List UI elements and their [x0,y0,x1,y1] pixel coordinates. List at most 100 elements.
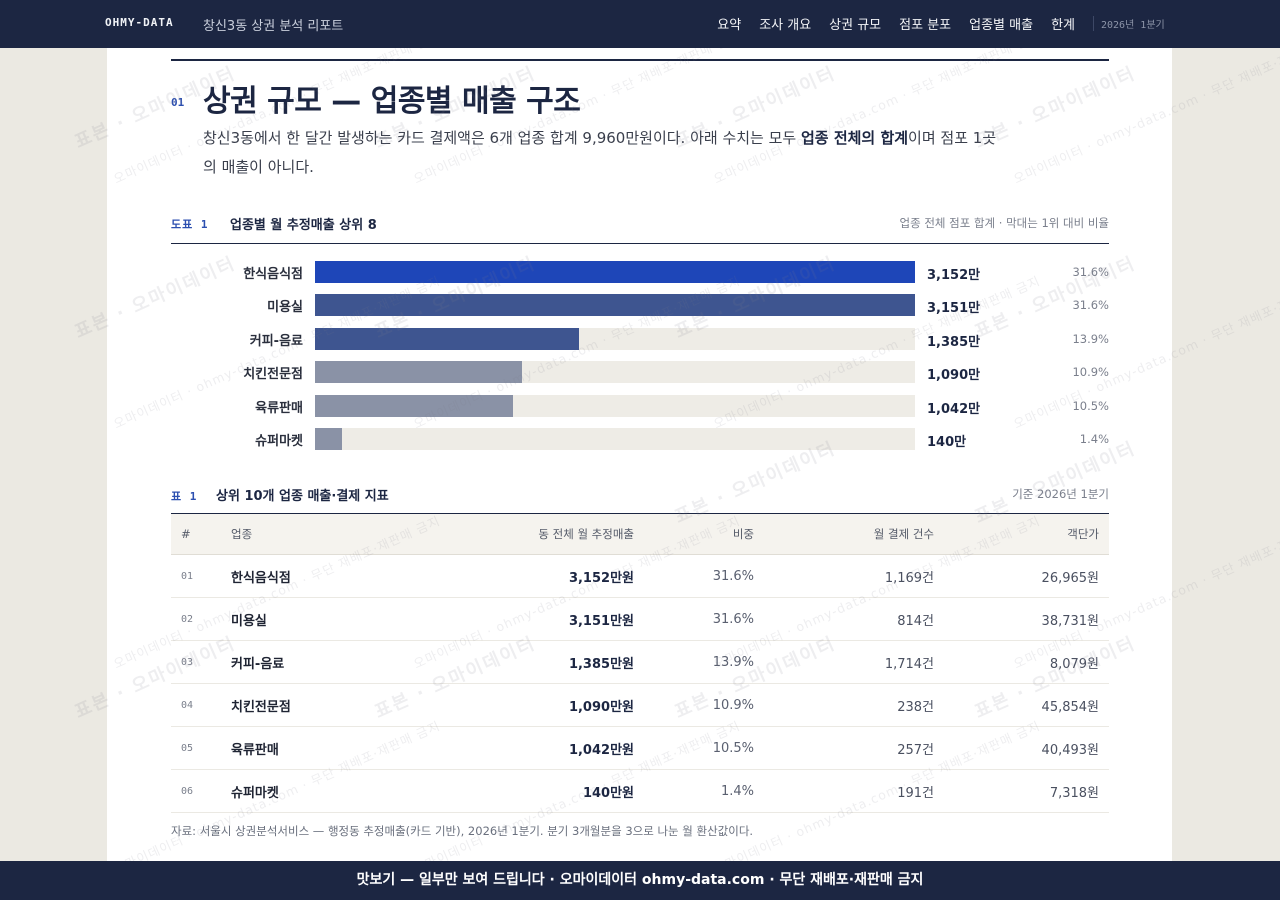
cell-avg-ticket: 45,854원 [944,683,1109,727]
nav-links: 요약 조사 개요 상권 규모 점포 분포 업종별 매출 한계 [717,14,1075,33]
bar-row: 슈퍼마켓 140만 1.4% [171,427,1109,451]
cell-transactions: 814건 [764,597,944,641]
bar-share-label: 31.6% [1072,298,1109,313]
section-top-divider [171,59,1109,61]
cell-industry: 미용실 [221,597,401,641]
bar-share-label: 10.5% [1072,398,1109,413]
nav-link-summary[interactable]: 요약 [717,18,742,33]
cell-rank: 03 [171,640,221,684]
bar-category-label: 한식음식점 [243,267,303,282]
cell-avg-ticket: 26,965원 [944,554,1109,598]
cell-industry: 커피-음료 [221,640,401,684]
cell-share: 1.4% [644,769,764,813]
bar-share-label: 1.4% [1079,432,1109,446]
cell-monthly-sales: 1,090만원 [401,683,644,727]
bar-row: 커피-음료 1,385만 13.9% [171,327,1109,351]
bar-category-label: 슈퍼마켓 [255,434,303,449]
cell-avg-ticket: 8,079원 [944,640,1109,684]
cell-transactions: 1,169건 [764,554,944,598]
cell-rank: 06 [171,769,221,813]
nav-link-overview[interactable]: 조사 개요 [759,18,812,33]
top-navigation-bar: OHMY-DATA 창신3동 상권 분석 리포트 요약 조사 개요 상권 규모 … [0,0,1280,48]
nav-link-sales-by-industry[interactable]: 업종별 매출 [969,18,1034,33]
bar-value-label: 1,385만 [927,334,981,350]
bar-track [315,261,915,283]
cell-rank: 05 [171,726,221,770]
cell-rank: 01 [171,554,221,598]
bar-row: 미용실 3,151만 31.6% [171,293,1109,317]
bar-value-label: 140만 [927,435,967,450]
bar-share-label: 13.9% [1072,331,1109,346]
table-note: 기준 2026년 1분기 [1012,487,1109,501]
section-title: 상권 규모 — 업종별 매출 구조 [203,84,581,119]
cell-industry: 치킨전문점 [221,683,401,727]
nav-link-market-size[interactable]: 상권 규모 [829,18,882,33]
table-row: 04 치킨전문점 1,090만원 10.9% 238건 45,854원 [171,683,1109,727]
sales-bar-chart: 한식음식점 3,152만 31.6% 미용실 3,151만 31.6% 커피-음료 1,385… [171,255,1109,455]
figure-note: 업종 전체 점포 합계 · 막대는 1위 대비 비율 [899,216,1110,230]
section-description: 창신3동에서 한 달간 발생하는 카드 결제액은 6개 업종 합계 9,960만… [203,124,1003,182]
bar-value-label: 1,090만 [927,368,981,384]
figure-tag: 도표 1 [171,218,209,231]
bar-track [315,394,915,417]
bar [315,428,342,450]
cell-share: 13.9% [644,640,764,684]
section-description-emphasis: 업종 전체의 합계 [801,129,909,147]
cell-industry: 육류판매 [221,726,401,770]
col-header-monthly-sales: 동 전체 월 추정매출 [401,514,644,555]
report-period: 2026년 1분기 [1093,16,1165,31]
bar-category-label: 육류판매 [255,400,303,416]
table-header: 표 1 상위 10개 업종 매출·결제 지표 기준 2026년 1분기 [171,484,1109,514]
cell-transactions: 238건 [764,683,944,727]
bar-category-label: 미용실 [267,300,303,316]
bar-value-label: 3,152만 [927,268,981,283]
bar-value-label: 1,042만 [927,401,981,417]
table-row: 02 미용실 3,151만원 31.6% 814건 38,731원 [171,597,1109,641]
bar [315,361,522,384]
bar-share-label: 10.9% [1072,365,1109,380]
cell-share: 31.6% [644,597,764,641]
section-number: 01 [171,96,185,109]
table-header-row: # 업종 동 전체 월 추정매출 비중 월 결제 건수 객단가 [171,514,1109,555]
source-note: 자료: 서울시 상권분석서비스 — 행정동 추정매출(카드 기반), 2026년… [171,824,754,838]
section-description-text: 창신3동에서 한 달간 발생하는 카드 결제액은 6개 업종 합계 9,960만… [203,129,801,147]
cell-transactions: 191건 [764,769,944,813]
col-header-share: 비중 [644,514,764,555]
brand-logo[interactable]: OHMY-DATA [105,16,174,29]
bar-row: 치킨전문점 1,090만 10.9% [171,360,1109,384]
cell-transactions: 1,714건 [764,640,944,684]
cell-avg-ticket: 40,493원 [944,726,1109,770]
bar [315,294,915,317]
col-header-transactions: 월 결제 건수 [764,514,944,555]
cell-industry: 슈퍼마켓 [221,769,401,813]
table-tag: 표 1 [171,490,198,503]
bar-track [315,327,915,350]
table-row: 05 육류판매 1,042만원 10.5% 257건 40,493원 [171,726,1109,770]
col-header-rank: # [171,514,221,555]
cell-share: 10.9% [644,683,764,727]
bar [315,261,915,283]
cell-monthly-sales: 3,152만원 [401,554,644,598]
cell-avg-ticket: 7,318원 [944,769,1109,813]
cell-share: 31.6% [644,554,764,598]
sales-metrics-table: # 업종 동 전체 월 추정매출 비중 월 결제 건수 객단가 01 한식음식점 3… [171,514,1109,813]
cell-avg-ticket: 38,731원 [944,597,1109,641]
nav-link-store-distribution[interactable]: 점포 분포 [899,18,952,33]
report-title: 창신3동 상권 분석 리포트 [203,19,344,34]
bar-track [315,294,915,317]
bar-row: 육류판매 1,042만 10.5% [171,394,1109,418]
cell-transactions: 257건 [764,726,944,770]
bar-track [315,361,915,384]
table-row: 03 커피-음료 1,385만원 13.9% 1,714건 8,079원 [171,640,1109,684]
cell-monthly-sales: 140만원 [401,769,644,813]
cell-rank: 02 [171,597,221,641]
nav-link-limitations[interactable]: 한계 [1051,18,1075,33]
table-row: 01 한식음식점 3,152만원 31.6% 1,169건 26,965원 [171,554,1109,598]
bar [315,394,513,417]
section-description-text-end: 이며 점포 1곳의 매출이 아니다. [203,129,997,176]
cell-monthly-sales: 3,151만원 [401,597,644,641]
preview-banner: 맛보기 — 일부만 보여 드립니다 · 오마이데이터 ohmy-data.com… [0,861,1280,900]
cell-rank: 04 [171,683,221,727]
table-title: 상위 10개 업종 매출·결제 지표 [216,489,389,504]
col-header-industry: 업종 [221,514,401,555]
